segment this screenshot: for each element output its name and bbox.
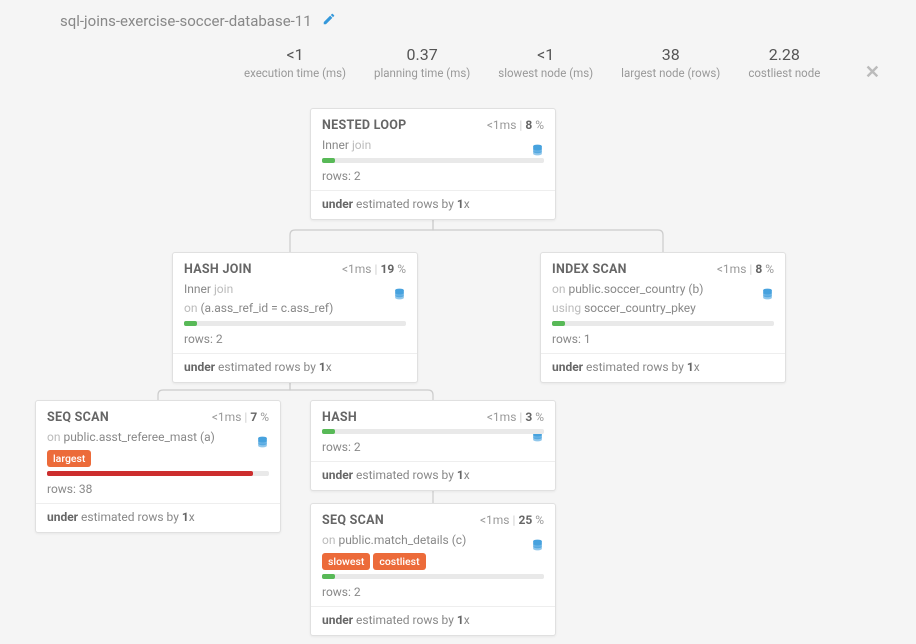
node-title: SEQ SCAN — [322, 513, 384, 528]
rows-label: rows: 2 — [322, 440, 544, 454]
progress-bar — [184, 321, 406, 326]
estimate-label: under estimated rows by 1x — [184, 360, 406, 374]
badges: largest — [47, 450, 269, 467]
node-hash-join[interactable]: HASH JOIN <1ms|19 % Inner join on (a.ass… — [172, 252, 418, 383]
node-subtitle-2: using soccer_country_pkey — [552, 300, 774, 317]
node-seq-scan-1[interactable]: SEQ SCAN <1ms|7 % on public.asst_referee… — [35, 400, 281, 533]
node-meta: <1ms|7 % — [212, 410, 269, 424]
node-meta: <1ms|25 % — [480, 513, 544, 527]
rows-label: rows: 38 — [47, 482, 269, 496]
database-icon[interactable] — [393, 287, 406, 304]
estimate-label: under estimated rows by 1x — [47, 510, 269, 524]
badge-costliest: costliest — [373, 553, 425, 570]
node-hash[interactable]: HASH <1ms|3 % rows: 2 under estimated ro… — [310, 400, 556, 491]
node-subtitle: Inner join — [322, 137, 544, 154]
rows-label: rows: 2 — [322, 169, 544, 183]
estimate-label: under estimated rows by 1x — [322, 613, 544, 627]
rows-label: rows: 1 — [552, 332, 774, 346]
rows-label: rows: 2 — [184, 332, 406, 346]
progress-bar — [322, 158, 544, 163]
estimate-label: under estimated rows by 1x — [322, 197, 544, 211]
node-subtitle: Inner join — [184, 281, 406, 298]
progress-bar — [322, 429, 544, 434]
node-title: NESTED LOOP — [322, 118, 407, 133]
node-index-scan[interactable]: INDEX SCAN <1ms|8 % on public.soccer_cou… — [540, 252, 786, 383]
node-nested-loop[interactable]: NESTED LOOP <1ms|8 % Inner join rows: 2 … — [310, 108, 556, 220]
node-subtitle: on public.asst_referee_mast (a) — [47, 429, 269, 446]
node-meta: <1ms|3 % — [487, 410, 544, 424]
estimate-label: under estimated rows by 1x — [552, 360, 774, 374]
node-meta: <1ms|8 % — [487, 118, 544, 132]
node-subtitle: on public.soccer_country (b) — [552, 281, 774, 298]
node-meta: <1ms|19 % — [342, 262, 406, 276]
node-seq-scan-2[interactable]: SEQ SCAN <1ms|25 % on public.match_detai… — [310, 503, 556, 636]
rows-label: rows: 2 — [322, 585, 544, 599]
node-subtitle: on public.match_details (c) — [322, 532, 544, 549]
node-subtitle-2: on (a.ass_ref_id = c.ass_ref) — [184, 300, 406, 317]
database-icon[interactable] — [531, 538, 544, 555]
badge-largest: largest — [47, 450, 91, 467]
plan-canvas: NESTED LOOP <1ms|8 % Inner join rows: 2 … — [0, 0, 916, 644]
progress-bar — [322, 574, 544, 579]
database-icon[interactable] — [256, 435, 269, 452]
badge-slowest: slowest — [322, 553, 370, 570]
badges: slowestcostliest — [322, 553, 544, 570]
node-title: HASH JOIN — [184, 262, 252, 277]
progress-bar — [552, 321, 774, 326]
node-title: SEQ SCAN — [47, 410, 109, 425]
node-meta: <1ms|8 % — [717, 262, 774, 276]
progress-bar — [47, 471, 269, 476]
node-title: INDEX SCAN — [552, 262, 627, 277]
estimate-label: under estimated rows by 1x — [322, 468, 544, 482]
node-title: HASH — [322, 410, 357, 425]
database-icon[interactable] — [761, 287, 774, 304]
